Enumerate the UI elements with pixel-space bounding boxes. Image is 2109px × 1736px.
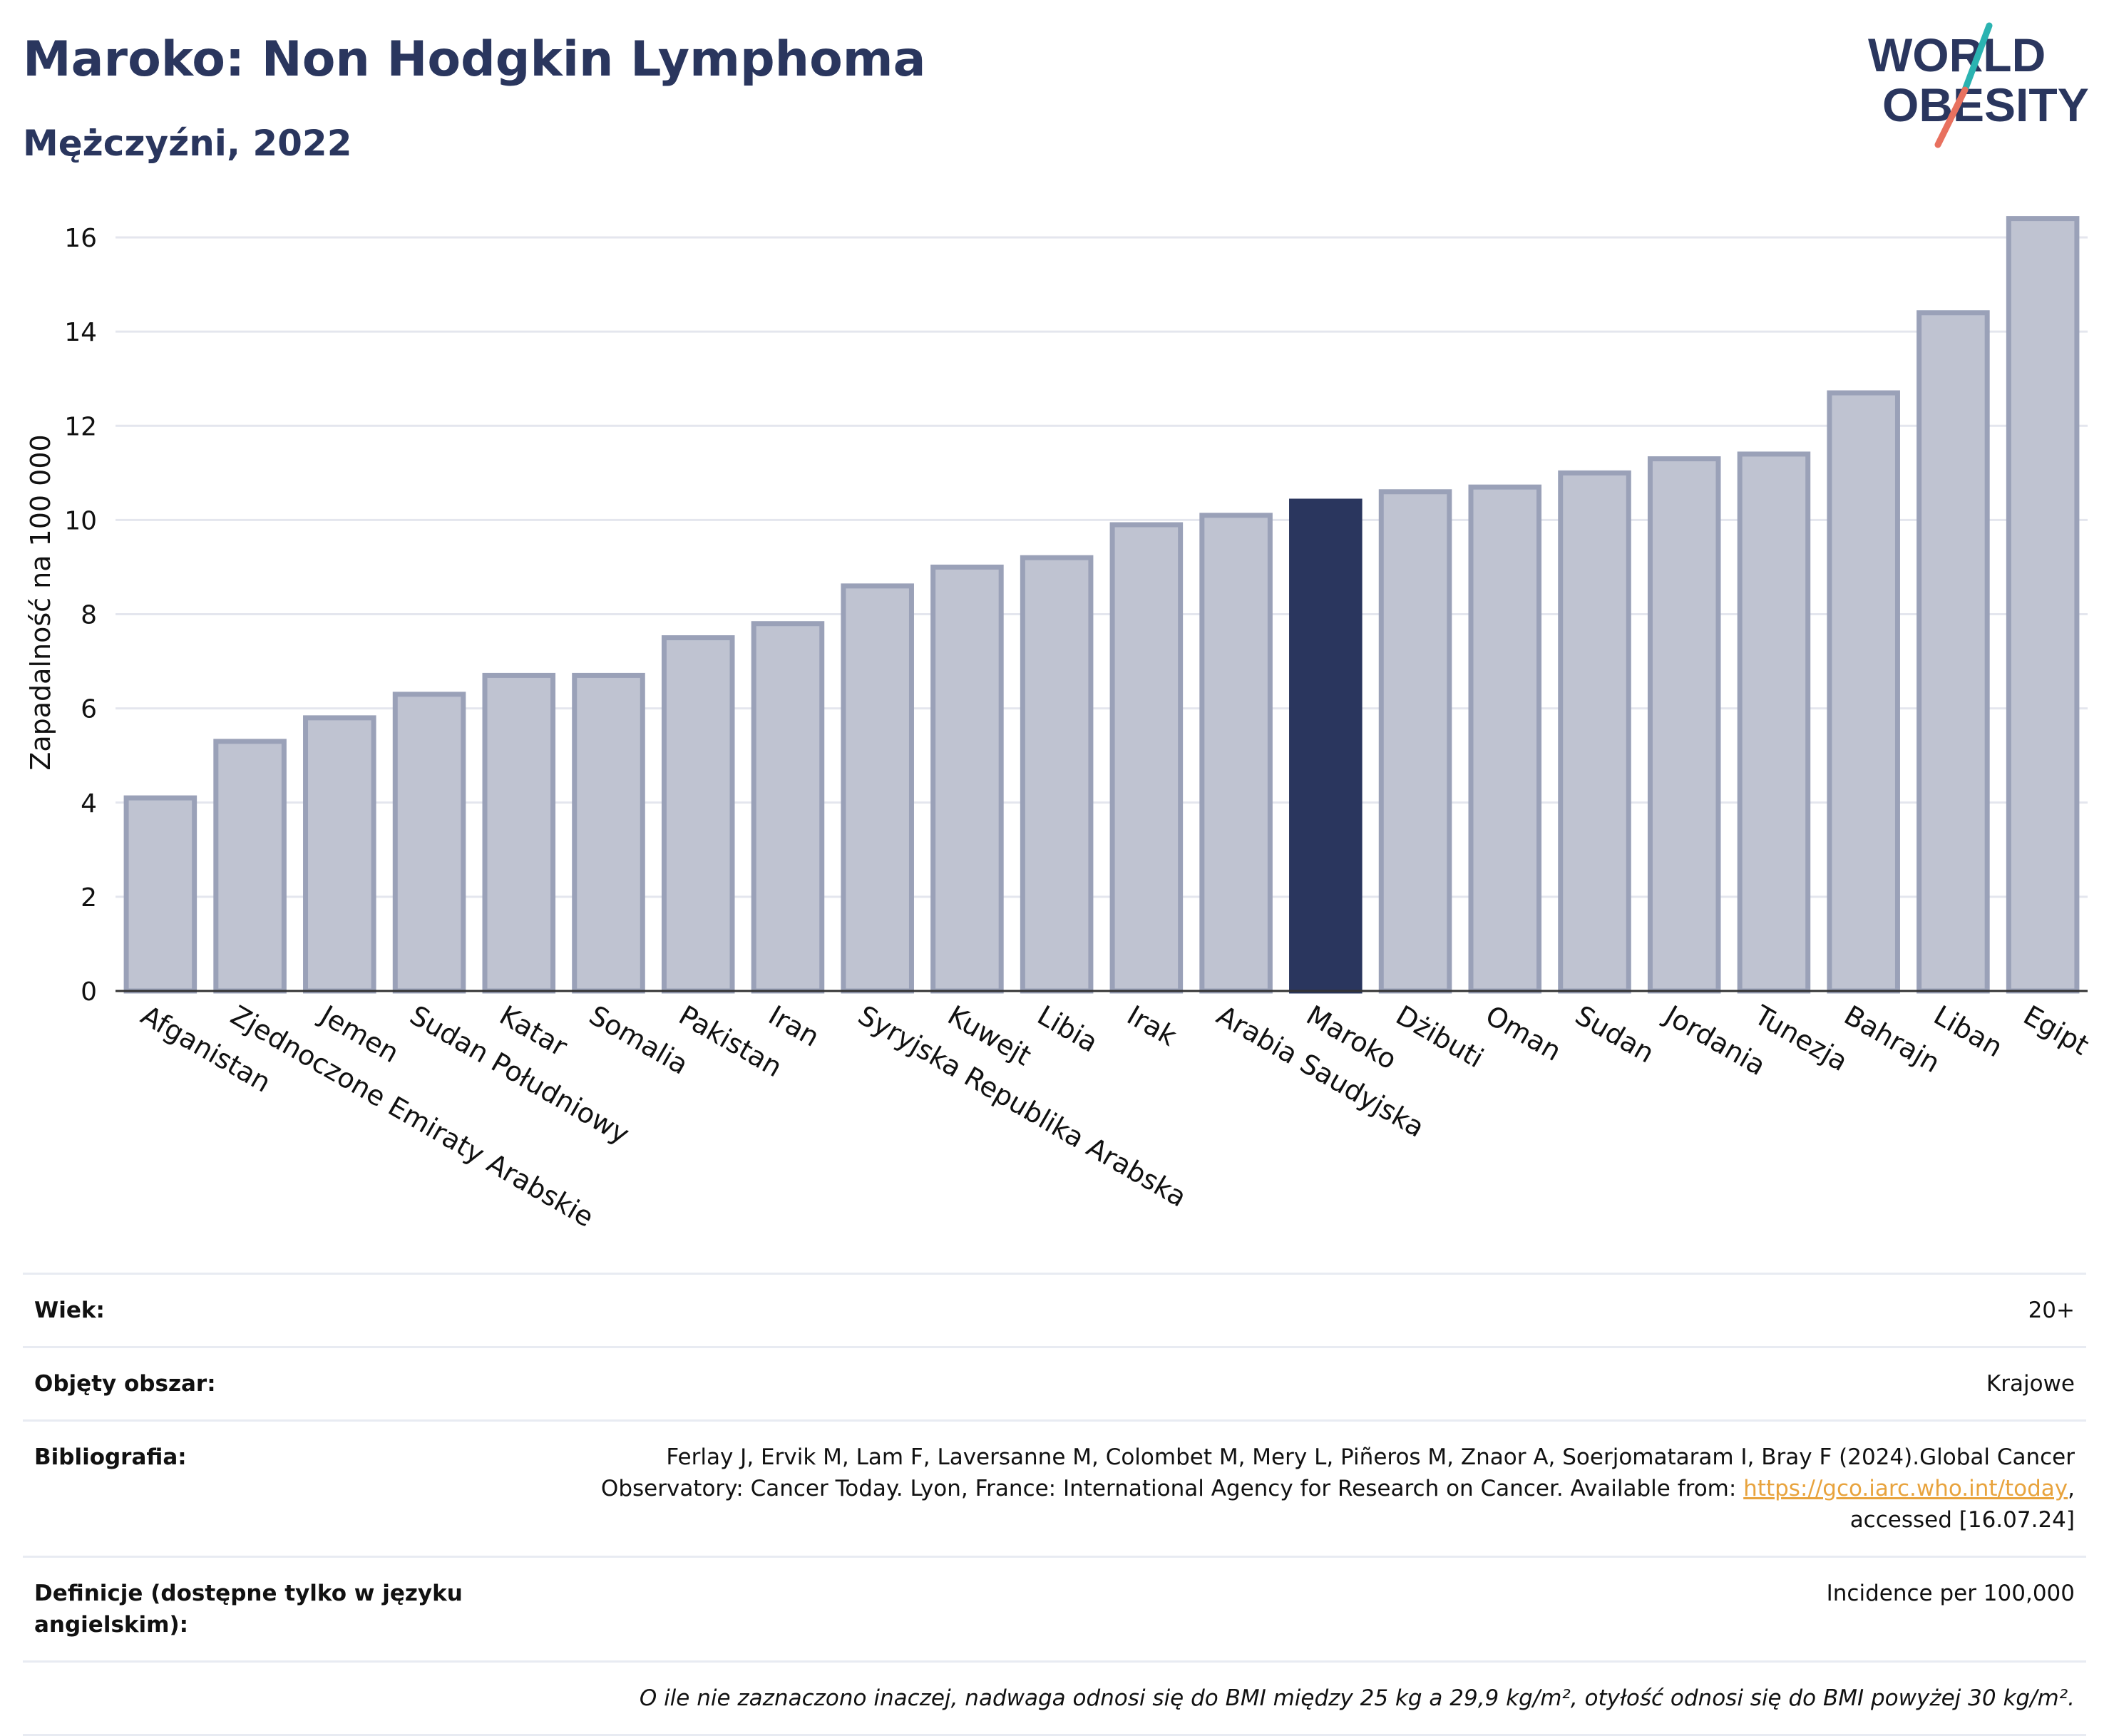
x-tick-label: Irak (1122, 1000, 1181, 1052)
bar[interactable] (1468, 484, 1542, 994)
y-axis-label: Zapadalność na 100 000 (25, 434, 56, 770)
x-tick-label: Iran (763, 1000, 824, 1053)
chart-subtitle: Mężczyźni, 2022 (23, 123, 352, 164)
bar[interactable] (303, 715, 376, 994)
meta-row-age: Wiek: 20+ (23, 1273, 2086, 1346)
world-obesity-logo: WORLD OBESITY (1868, 22, 2089, 148)
y-tick-label: 6 (81, 695, 97, 724)
meta-value-definitions: Incidence per 100,000 (1826, 1581, 2075, 1606)
bar[interactable] (1199, 513, 1273, 994)
bmi-note: O ile nie zaznaczono inaczej, nadwaga od… (639, 1685, 2075, 1711)
y-tick-label: 8 (81, 601, 97, 630)
meta-value-age: 20+ (2028, 1298, 2075, 1323)
bar[interactable] (1827, 390, 1900, 994)
bib-line-2-text: Observatory: Cancer Today. Lyon, France:… (600, 1476, 1744, 1501)
meta-value-bibliography: Ferlay J, Ervik M, Lam F, Laversanne M, … (476, 1442, 2075, 1536)
bar[interactable] (1647, 456, 1721, 994)
meta-label-bibliography: Bibliografia: (34, 1444, 187, 1470)
bar[interactable] (930, 564, 1004, 994)
bar[interactable] (1916, 310, 1990, 994)
bar[interactable] (572, 672, 645, 994)
y-tick-label: 0 (81, 977, 97, 1007)
chart-title: Maroko: Non Hodgkin Lymphoma (23, 31, 926, 88)
bar[interactable] (1378, 489, 1452, 994)
logo-text-obesity: OBESITY (1882, 78, 2089, 131)
x-tick-label: Sudan (1570, 1000, 1660, 1069)
bars (123, 216, 2080, 994)
bar[interactable] (482, 672, 556, 994)
x-tick-label: Jordania (1658, 999, 1771, 1082)
logo-slash-teal (1961, 22, 1993, 93)
y-tick-label: 2 (81, 883, 97, 913)
bib-line-1: Ferlay J, Ervik M, Lam F, Laversanne M, … (666, 1444, 2075, 1470)
x-tick-label: Libia (1032, 1000, 1104, 1059)
meta-row-bibliography: Bibliografia: Ferlay J, Ervik M, Lam F, … (23, 1419, 2086, 1556)
bar[interactable] (751, 621, 825, 994)
meta-label-coverage: Objęty obszar: (34, 1371, 216, 1397)
meta-row-coverage: Objęty obszar: Krajowe (23, 1346, 2086, 1419)
y-tick-label: 4 (81, 789, 97, 818)
y-tick-labels: 0 2 4 6 8 10 12 14 16 (64, 224, 97, 1007)
y-tick-label: 14 (64, 318, 97, 347)
bar[interactable] (841, 583, 914, 994)
metadata-table: Wiek: 20+ Objęty obszar: Krajowe Bibliog… (23, 1273, 2086, 1736)
logo-slash-coral (1934, 86, 1969, 148)
x-tick-label: Bahrajn (1839, 1000, 1945, 1079)
bar[interactable] (213, 739, 287, 994)
bib-line-2: Observatory: Cancer Today. Lyon, France:… (476, 1473, 2075, 1504)
x-tick-label: Somalia (584, 1000, 694, 1081)
bib-line-2-end: , (2068, 1476, 2075, 1501)
meta-label-age: Wiek: (34, 1298, 105, 1323)
bar[interactable] (1109, 522, 1184, 994)
bar[interactable] (1737, 451, 1811, 994)
bar[interactable] (392, 692, 466, 994)
logo-text-world: WORLD (1868, 29, 2046, 81)
meta-row-note: O ile nie zaznaczono inaczej, nadwaga od… (23, 1660, 2086, 1736)
bar[interactable] (661, 635, 735, 994)
bar[interactable] (1020, 555, 1094, 994)
bar[interactable] (1558, 470, 1631, 994)
y-tick-label: 10 (64, 506, 97, 535)
y-tick-label: 12 (64, 412, 97, 441)
meta-label-definitions: Definicje (dostępne tylko w języku angie… (34, 1581, 463, 1638)
x-tick-label: Oman (1480, 1000, 1566, 1067)
x-tick-label: Pakistan (674, 1000, 788, 1084)
x-tick-label: Dżibuti (1391, 1000, 1489, 1074)
bar[interactable] (2006, 216, 2080, 994)
meta-value-coverage: Krajowe (1986, 1371, 2075, 1397)
meta-row-definitions: Definicje (dostępne tylko w języku angie… (23, 1556, 2086, 1660)
bar[interactable] (123, 795, 197, 994)
y-tick-label: 16 (64, 224, 97, 253)
bib-line-3: accessed [16.07.24] (1849, 1507, 2075, 1533)
bar[interactable] (1289, 498, 1363, 994)
bib-link[interactable]: https://gco.iarc.who.int/today (1743, 1476, 2068, 1501)
x-tick-label: Egipt (2018, 1000, 2095, 1062)
